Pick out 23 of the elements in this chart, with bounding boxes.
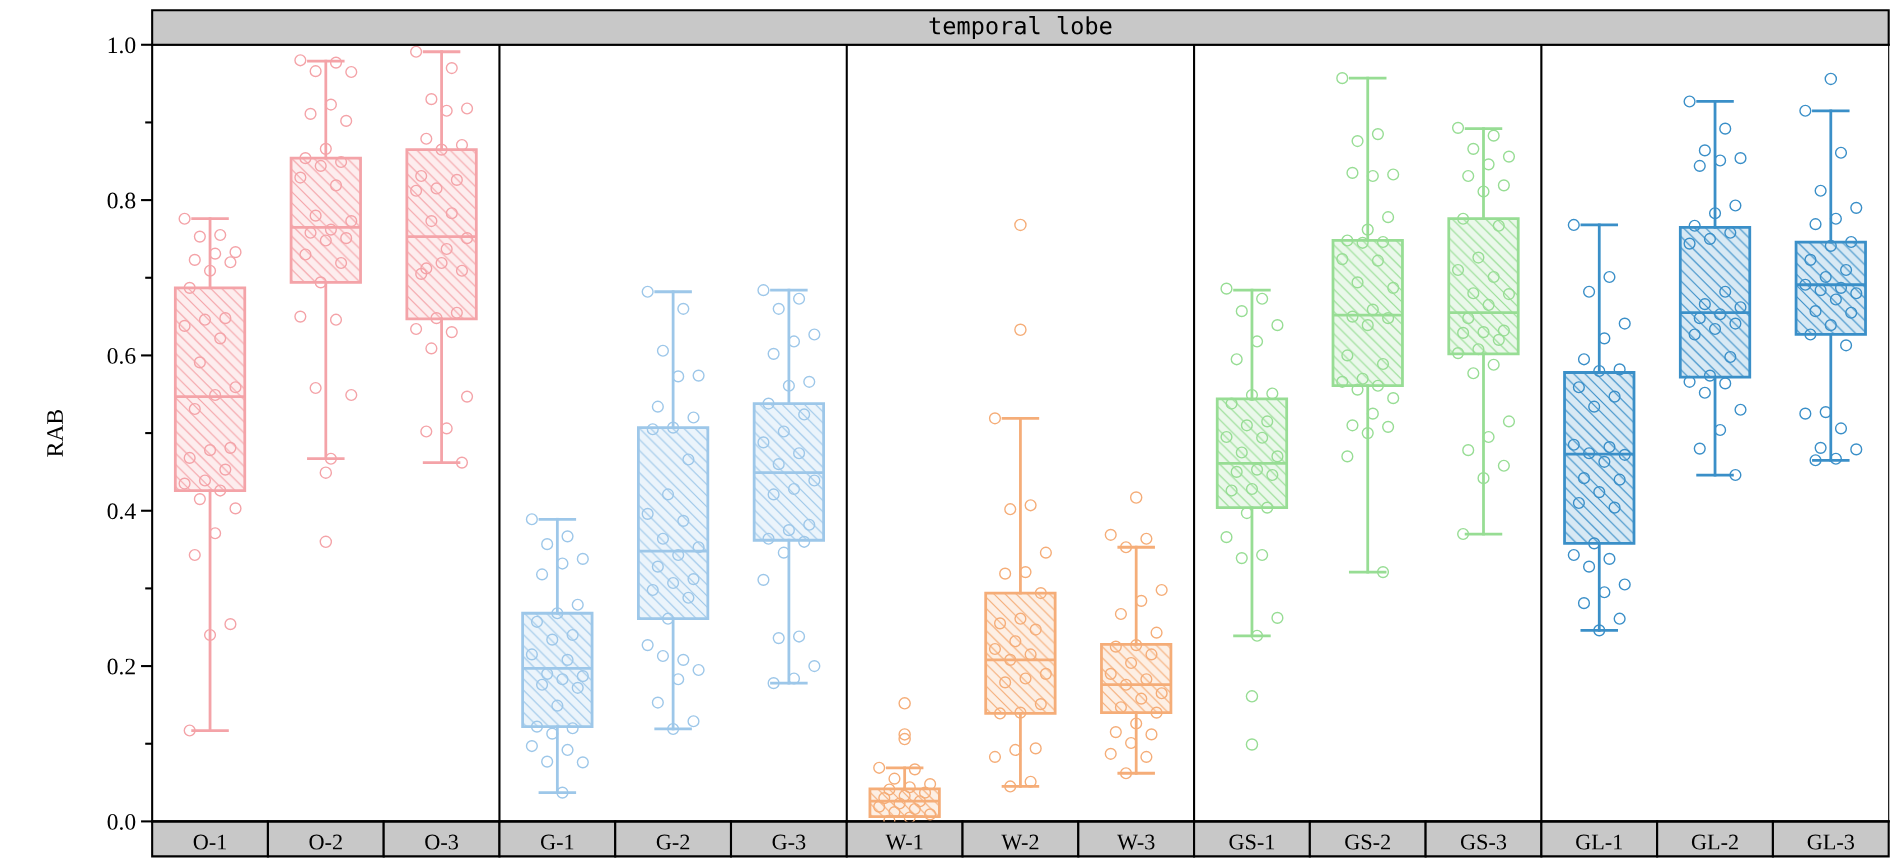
chart-title: temporal lobe xyxy=(929,16,1112,40)
y-axis-title: RAB xyxy=(47,409,63,457)
x-tick-label: O-2 xyxy=(309,834,342,850)
x-tick-label: W-1 xyxy=(885,834,923,850)
x-tick-label: GL-3 xyxy=(1807,834,1854,850)
y-tick-label: 0.8 xyxy=(107,192,136,209)
text: 1.0 xyxy=(108,37,136,54)
text: 0.0 xyxy=(107,813,136,830)
x-tick-label: GS-1 xyxy=(1229,834,1275,850)
x-tick-label: O-3 xyxy=(425,834,458,850)
x-tick-label: G-3 xyxy=(772,834,806,850)
x-tick-label: W-2 xyxy=(1001,834,1039,850)
y-tick-label: 0.2 xyxy=(107,658,135,675)
x-tick-label: G-1 xyxy=(540,834,574,850)
x-tick-label: O-1 xyxy=(193,834,226,850)
x-tick-label: G-2 xyxy=(656,834,690,850)
x-tick-label: GL-2 xyxy=(1691,834,1738,850)
x-tick-label: GL-1 xyxy=(1576,834,1622,850)
x-tick-label: GS-2 xyxy=(1345,834,1390,850)
x-tick-label: W-3 xyxy=(1117,834,1155,850)
x-tick-label: GS-3 xyxy=(1460,834,1507,850)
y-tick-label: 0.4 xyxy=(107,503,136,520)
y-tick-label: 0.6 xyxy=(107,347,136,364)
